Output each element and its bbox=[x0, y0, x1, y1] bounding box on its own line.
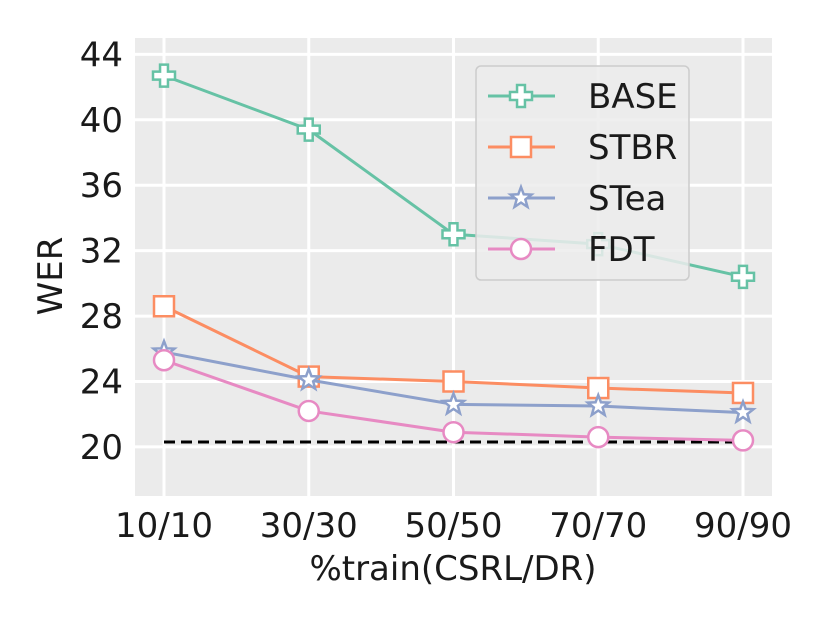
data-point-base bbox=[151, 63, 177, 88]
y-tick-label: 40 bbox=[80, 101, 123, 141]
x-tick-label: 90/90 bbox=[694, 506, 792, 546]
legend-marker-base bbox=[508, 83, 534, 109]
y-tick-label: 28 bbox=[80, 297, 123, 337]
legend-marker-stea bbox=[507, 183, 535, 210]
x-tick-label: 30/30 bbox=[260, 506, 358, 546]
series-fdt bbox=[152, 348, 755, 452]
data-point-base bbox=[730, 264, 756, 290]
y-tick-label: 20 bbox=[80, 428, 123, 468]
data-point-fdt bbox=[152, 348, 176, 372]
legend-label-base: BASE bbox=[588, 77, 678, 117]
data-point-stea bbox=[729, 397, 757, 425]
y-tick-label: 24 bbox=[80, 363, 123, 403]
x-axis-label: %train(CSRL/DR) bbox=[309, 549, 596, 589]
legend-label-stea: STea bbox=[588, 179, 666, 219]
data-point-fdt bbox=[442, 420, 465, 444]
legend-label-stbr: STBR bbox=[588, 128, 677, 168]
tick-labels: 20 24 28 32 36 40 44 10/10 30/30 50/50 70/70 90/90 bbox=[80, 35, 792, 546]
data-point-stea bbox=[584, 391, 613, 418]
y-tick-label: 36 bbox=[80, 166, 123, 206]
legend: BASE STBR STea FDT bbox=[475, 65, 690, 281]
y-tick-label: 32 bbox=[80, 232, 123, 272]
legend-box bbox=[475, 65, 690, 281]
data-point-fdt bbox=[587, 425, 610, 449]
legend-marker-fdt bbox=[509, 237, 533, 261]
x-tick-label: 70/70 bbox=[549, 506, 647, 546]
data-point-fdt bbox=[731, 429, 755, 452]
data-point-stea bbox=[294, 365, 323, 392]
x-tick-label: 10/10 bbox=[115, 506, 213, 546]
y-tick-label: 44 bbox=[80, 35, 123, 75]
x-tick-label: 50/50 bbox=[405, 506, 503, 546]
legend-marker-stbr bbox=[509, 135, 533, 159]
data-point-base bbox=[296, 117, 321, 142]
y-axis-label: WER bbox=[31, 237, 71, 316]
data-point-stbr bbox=[442, 370, 465, 393]
data-point-base bbox=[441, 222, 466, 247]
legend-label-fdt: FDT bbox=[588, 230, 655, 270]
data-point-stbr bbox=[152, 295, 176, 318]
data-point-fdt bbox=[297, 399, 320, 423]
data-point-stea bbox=[439, 389, 468, 417]
